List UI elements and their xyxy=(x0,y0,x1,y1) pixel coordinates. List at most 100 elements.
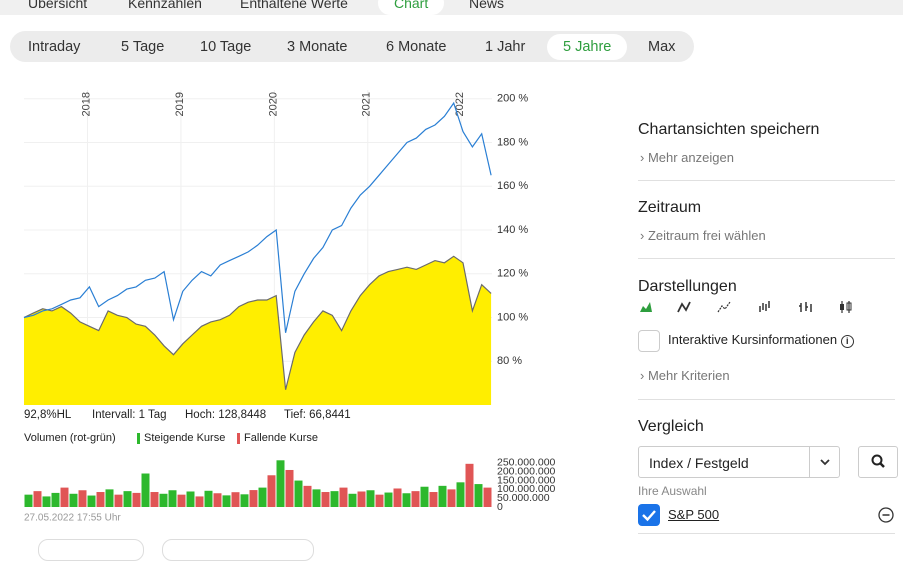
volume-bar xyxy=(348,493,357,507)
tab[interactable]: Übersicht xyxy=(28,0,88,11)
volume-bar xyxy=(267,475,276,507)
period-option[interactable]: 5 Tage xyxy=(121,39,165,55)
volume-bar xyxy=(105,489,114,507)
volume-bar xyxy=(483,487,492,507)
period-option[interactable]: 3 Monate xyxy=(287,39,348,55)
volume-bar xyxy=(195,496,204,507)
volume-bar xyxy=(402,493,411,507)
y-tick-label: 0 xyxy=(497,501,503,513)
button[interactable] xyxy=(162,539,314,561)
stat: Intervall: 1 Tag xyxy=(92,409,167,421)
y-tick-label: 120 % xyxy=(497,268,528,280)
remove-button[interactable] xyxy=(877,506,895,524)
tab[interactable]: News xyxy=(469,0,505,11)
volume-bar xyxy=(87,495,96,507)
volume-bar xyxy=(474,484,483,507)
period-option[interactable]: 1 Jahr xyxy=(485,39,526,55)
select-value[interactable]: Index / Festgeld xyxy=(649,455,749,471)
legend-label: Fallende Kurse xyxy=(244,432,318,444)
volume-bar xyxy=(204,490,213,507)
volume-bar xyxy=(123,491,132,507)
volume-bar xyxy=(447,489,456,507)
y-tick-label: 150.000.000 xyxy=(497,474,556,486)
tab[interactable]: Kennzahlen xyxy=(128,0,202,11)
display-icons xyxy=(640,301,852,313)
x-tick-label: 2019 xyxy=(174,92,186,116)
y-tick-label: 80 % xyxy=(497,355,522,367)
tab-band xyxy=(0,0,903,15)
link[interactable]: › Mehr anzeigen xyxy=(640,150,734,165)
volume-bar xyxy=(438,485,447,507)
volume-bar xyxy=(312,489,321,507)
link[interactable]: › Zeitraum frei wählen xyxy=(640,228,766,243)
volume-bar xyxy=(294,480,303,507)
volume-bar xyxy=(186,491,195,507)
info-icon[interactable]: i xyxy=(840,335,854,348)
checkbox[interactable] xyxy=(638,330,660,352)
y-tick-label: 100.000.000 xyxy=(497,483,556,495)
volume-bar xyxy=(96,492,105,507)
section-title: Zeitraum xyxy=(638,199,702,216)
volume-bar xyxy=(69,493,78,507)
button[interactable] xyxy=(38,539,144,561)
volume-bar xyxy=(420,486,429,507)
tab[interactable]: Chart xyxy=(378,0,445,15)
period-option[interactable]: Max xyxy=(648,39,676,55)
icon-line[interactable] xyxy=(677,301,691,313)
link-text[interactable]: Mehr anzeigen xyxy=(647,150,734,165)
line xyxy=(23,255,492,390)
period-option[interactable]: 6 Monate xyxy=(386,39,447,55)
section-title: Darstellungen xyxy=(638,278,737,295)
volume-bar xyxy=(222,495,231,507)
divider xyxy=(638,258,895,259)
y-tick-label: 100 % xyxy=(497,311,528,323)
candle-body xyxy=(840,304,844,310)
link-text[interactable]: Mehr Kriterien xyxy=(647,368,730,383)
period-option[interactable]: 10 Tage xyxy=(200,39,252,55)
checkbox-text[interactable]: Interaktive Kursinformationen xyxy=(668,332,838,347)
icon-area[interactable] xyxy=(640,302,652,312)
volume-bar xyxy=(132,492,141,507)
volume-bar xyxy=(78,490,87,507)
y-tick-label: 140 % xyxy=(497,224,528,236)
period-option[interactable]: 5 Jahre xyxy=(547,34,628,60)
icon-dots[interactable] xyxy=(717,301,731,313)
volume-title: Volumen (rot-grün) xyxy=(24,432,116,444)
divider xyxy=(638,399,895,400)
icon-ohlc[interactable] xyxy=(759,301,770,312)
select[interactable]: Index / Festgeld xyxy=(638,446,840,478)
y-tick-label: 180 % xyxy=(497,136,528,148)
volume-bar xyxy=(285,469,294,507)
timestamp: 27.05.2022 17:55 Uhr xyxy=(24,513,121,524)
tab[interactable]: Enthaltene Werte xyxy=(240,0,348,11)
stat: Hoch: 128,8448 xyxy=(185,409,266,421)
volume-bar xyxy=(24,494,33,507)
search-button[interactable] xyxy=(858,446,898,478)
volume-bar xyxy=(339,487,348,507)
search-icon xyxy=(871,454,885,468)
x-tick-label: 2018 xyxy=(80,92,92,116)
volume-bar xyxy=(465,463,474,507)
icon-hlc[interactable] xyxy=(799,302,812,312)
y-tick-label: 250.000.000 xyxy=(497,457,556,469)
checkbox[interactable] xyxy=(638,504,660,526)
checkbox-label[interactable]: Interaktive Kursinformationen i xyxy=(668,332,854,348)
volume-bar xyxy=(177,494,186,507)
x-tick-label: 2022 xyxy=(454,92,466,116)
period-option[interactable]: Intraday xyxy=(28,39,81,55)
chart-canvas: 80 % 100 % 120 % 140 % 160 % 180 % 200 % 2018 20… xyxy=(23,90,556,524)
section-title: Vergleich xyxy=(638,418,704,435)
volume-bar xyxy=(411,491,420,507)
volume-bar xyxy=(141,473,150,507)
y-tick-label: 200.000.000 xyxy=(497,466,556,478)
selection-link[interactable]: S&P 500 xyxy=(668,507,720,522)
link-text[interactable]: Zeitraum frei wählen xyxy=(647,228,766,243)
volume-bar xyxy=(42,496,51,507)
x-tick-label: 2021 xyxy=(361,92,373,116)
select-toggle[interactable] xyxy=(809,447,840,477)
link[interactable]: › Mehr Kriterien xyxy=(640,368,730,383)
volume-bar xyxy=(456,482,465,507)
volume-bar xyxy=(159,493,168,507)
y-tick-label: 200 % xyxy=(497,93,528,105)
